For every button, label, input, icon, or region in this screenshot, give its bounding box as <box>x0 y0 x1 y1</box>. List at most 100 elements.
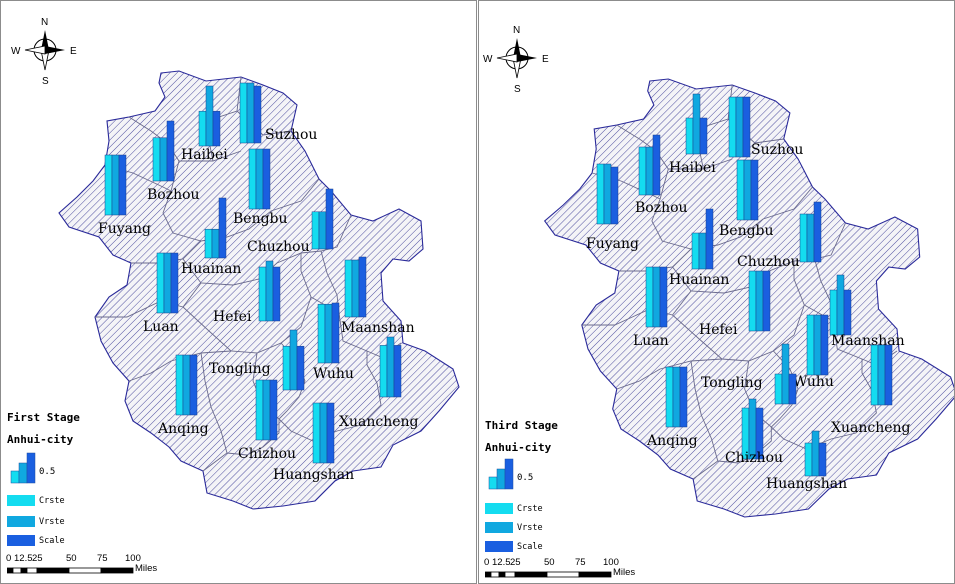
legend-subtitle: Anhui-city <box>7 433 74 446</box>
city-label: Huainan <box>181 261 241 277</box>
bar-vrste <box>645 146 654 196</box>
city-label: Tongling <box>209 361 271 377</box>
city-label: Hefei <box>213 309 252 325</box>
city-bar-group: Chuzhou <box>737 201 822 270</box>
city-label: Fuyang <box>98 221 151 237</box>
bar-scale <box>262 148 271 210</box>
city-label: Suzhou <box>265 127 317 143</box>
city-bar-group: Huangshan <box>766 430 847 492</box>
bar-crste <box>156 252 165 314</box>
bar-scale <box>762 270 771 332</box>
bar-crste <box>806 314 815 376</box>
bar-scale <box>818 442 827 477</box>
city-boundary <box>616 124 733 170</box>
scale-bar-graphic <box>7 567 134 574</box>
city-bar-group: Hefei <box>699 270 771 338</box>
city-bar-group: Anqing <box>157 354 209 437</box>
bar-vrste <box>781 343 790 405</box>
compass-w-label: W <box>11 46 21 57</box>
bar-vrste <box>811 430 820 477</box>
bar-crste <box>104 154 113 216</box>
bar-crste <box>691 232 700 270</box>
city-boundary <box>692 460 719 480</box>
bar-scale <box>699 117 708 155</box>
bar-crste <box>638 146 647 196</box>
scale-tick-label: 12.5 <box>492 557 511 568</box>
scale-bar: 0 12.5 25 50 75 100 Miles <box>479 553 659 583</box>
bar-crste <box>152 137 161 182</box>
bar-scale <box>393 345 402 398</box>
city-bar-group: Huainan <box>669 208 729 288</box>
city-boundary <box>202 452 228 472</box>
bar-scale <box>325 188 334 250</box>
compass-s-label: S <box>42 76 49 87</box>
compass-rose-icon: N S W E <box>483 25 549 95</box>
bar-scale <box>705 208 714 270</box>
bar-crste <box>248 148 257 210</box>
city-label: Luan <box>633 333 669 349</box>
scale-tick-label: 50 <box>66 553 77 564</box>
city-label: Anqing <box>646 433 698 449</box>
bar-crste <box>774 373 783 405</box>
bar-crste <box>344 259 353 318</box>
bar-scale <box>296 345 305 391</box>
bar-crste <box>596 163 605 225</box>
city-label: Chuzhou <box>737 254 800 270</box>
scale-tick-label: 75 <box>97 553 108 564</box>
bar-vrste <box>319 402 328 464</box>
legend-label-scale: Scale <box>39 536 65 546</box>
bar-crste <box>312 402 321 464</box>
scale-tick-label: 100 <box>125 553 141 564</box>
compass-w-label: W <box>483 54 493 65</box>
city-bar-group: Chuzhou <box>247 188 334 255</box>
bar-scale <box>884 344 893 406</box>
city-label: Huangshan <box>766 476 847 492</box>
legend-label-scale: Scale <box>517 542 543 552</box>
city-boundary <box>616 358 722 390</box>
bar-scale <box>742 96 751 158</box>
bar-scale <box>679 366 688 428</box>
city-label: Suzhou <box>751 142 803 158</box>
city-label: Bozhou <box>635 200 688 216</box>
city-label: Luan <box>143 319 179 335</box>
city-label: Xuancheng <box>831 420 911 436</box>
scale-tick-label: 0 <box>6 553 12 564</box>
scale-tick-label: 75 <box>575 557 586 568</box>
city-bar-group: Bengbu <box>719 159 774 239</box>
bar-vrste <box>111 154 120 216</box>
city-bar-group: Chizhou <box>238 379 296 462</box>
bar-scale <box>788 373 797 405</box>
city-label: Huangshan <box>273 467 354 483</box>
city-bar-group: Haibei <box>669 93 716 176</box>
legend-label-crste: Crste <box>39 496 65 506</box>
map-panel-third-stage: N S W E Suzhou Haibei Bozhou Fuyang Bengbu Chuzho… <box>478 0 955 584</box>
scale-unit-label: Miles <box>135 563 158 574</box>
city-bar-group: Wuhu <box>313 302 354 382</box>
bar-scale <box>166 120 175 182</box>
scale-tick-label: 0 <box>484 557 490 568</box>
bar-scale <box>750 159 759 221</box>
legend-bar-symbol-icon <box>10 452 36 484</box>
bar-scale <box>326 402 335 464</box>
compass-n-label: N <box>513 25 520 36</box>
city-bar-group: Huangshan <box>273 402 354 483</box>
bar-vrste <box>386 336 395 398</box>
city-bar-group: Tongling <box>209 329 305 391</box>
city-bar-group: Huainan <box>181 197 241 277</box>
city-bar-group: Luan <box>143 252 179 335</box>
bar-vrste <box>182 354 191 416</box>
bar-vrste <box>735 96 744 158</box>
bar-crste <box>175 354 184 416</box>
bar-crste <box>239 82 248 144</box>
city-bar-group: Bozhou <box>635 134 688 216</box>
bar-scale <box>358 256 367 318</box>
city-label: Tongling <box>701 375 763 391</box>
legend-label-crste: Crste <box>517 504 543 514</box>
city-label: Xuancheng <box>339 414 419 430</box>
city-label: Haibei <box>181 147 228 163</box>
bar-crste <box>799 213 808 263</box>
city-bar-group: Hefei <box>213 260 281 325</box>
city-label: Maanshan <box>831 333 905 349</box>
legend-swatch-vrste <box>485 522 513 533</box>
bar-vrste <box>603 163 612 225</box>
